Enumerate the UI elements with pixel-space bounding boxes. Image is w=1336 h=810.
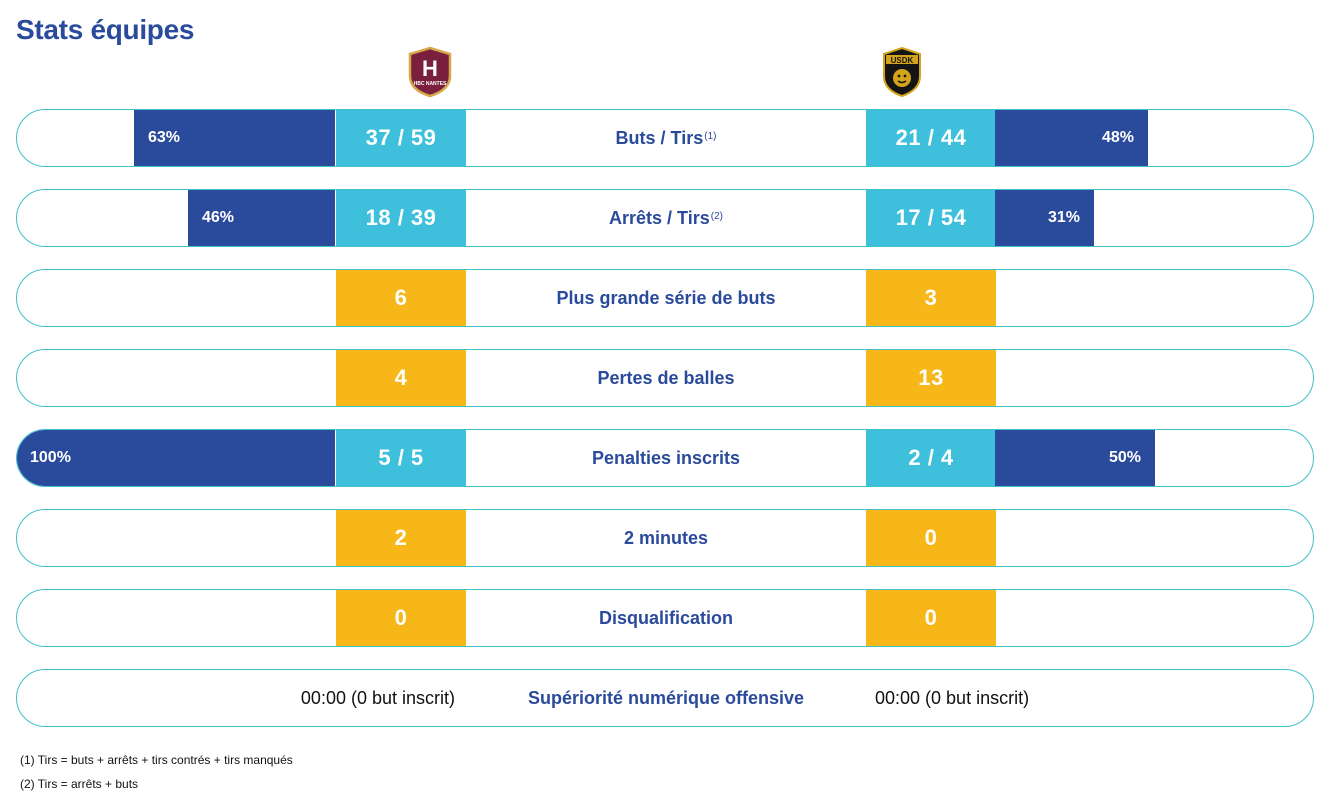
away-pct-label: 48% bbox=[1101, 129, 1134, 146]
home-value: 37 / 59 bbox=[336, 110, 466, 166]
svg-text:H: H bbox=[422, 56, 438, 81]
away-value: 2 / 4 bbox=[866, 430, 996, 486]
stat-row-superiorite: 00:00 (0 but inscrit) Supériorité numéri… bbox=[16, 669, 1314, 727]
stat-row-serie-buts: 6 Plus grande série de buts 3 bbox=[16, 269, 1314, 327]
home-pct-label: 100% bbox=[30, 449, 71, 466]
home-value: 2 bbox=[336, 510, 466, 566]
away-value: 0 bbox=[866, 590, 996, 646]
page-title: Stats équipes bbox=[16, 14, 195, 45]
stat-label: Penalties inscrits bbox=[591, 447, 741, 468]
home-value: 6 bbox=[336, 270, 466, 326]
stat-label: Arrêts / Tirs (2) bbox=[609, 207, 723, 228]
away-value: 13 bbox=[866, 350, 996, 406]
home-pct-bar: 63% bbox=[134, 110, 335, 166]
stat-label: Disqualification bbox=[598, 607, 733, 628]
svg-text:HBC NANTES: HBC NANTES bbox=[414, 81, 447, 87]
home-value: 4 bbox=[336, 350, 466, 406]
stat-label: Buts / Tirs (1) bbox=[615, 127, 717, 148]
home-value: 18 / 39 bbox=[336, 190, 466, 246]
stat-row-arrets-tirs: 46% 18 / 39 Arrêts / Tirs (2) 17 / 54 31% bbox=[16, 189, 1314, 247]
usdk-logo: USDK bbox=[883, 46, 921, 98]
hbc-nantes-logo: H HBC NANTES bbox=[408, 46, 452, 98]
away-value: 17 / 54 bbox=[866, 190, 996, 246]
home-pct-bar: 100% bbox=[17, 430, 335, 486]
stat-label: 2 minutes bbox=[623, 527, 709, 548]
stat-label: Pertes de balles bbox=[597, 367, 735, 388]
away-value: 00:00 (0 but inscrit) bbox=[875, 687, 1030, 708]
away-pct-bar: 48% bbox=[995, 110, 1148, 166]
home-value: 5 / 5 bbox=[336, 430, 466, 486]
away-pct-label: 31% bbox=[1047, 209, 1080, 226]
footnote-2: (2) Tirs = arrêts + buts bbox=[20, 777, 139, 791]
home-value: 00:00 (0 but inscrit) bbox=[300, 687, 455, 708]
away-pct-bar: 50% bbox=[995, 430, 1155, 486]
stat-row-buts-tirs: 63% 37 / 59 Buts / Tirs (1) 21 / 44 48% bbox=[16, 109, 1314, 167]
stat-row-disqualification: 0 Disqualification 0 bbox=[16, 589, 1314, 647]
stat-label: Supériorité numérique offensive bbox=[527, 687, 805, 708]
stat-label: Plus grande série de buts bbox=[556, 287, 776, 308]
away-pct-bar: 31% bbox=[995, 190, 1094, 246]
home-pct-bar: 46% bbox=[188, 190, 335, 246]
home-pct-label: 63% bbox=[148, 129, 181, 146]
stat-row-2-minutes: 2 2 minutes 0 bbox=[16, 509, 1314, 567]
svg-text:USDK: USDK bbox=[891, 56, 914, 65]
away-value: 0 bbox=[866, 510, 996, 566]
away-pct-label: 50% bbox=[1108, 449, 1141, 466]
away-value: 21 / 44 bbox=[866, 110, 996, 166]
stat-row-penalties: 100% 5 / 5 Penalties inscrits 2 / 4 50% bbox=[16, 429, 1314, 487]
away-value: 3 bbox=[866, 270, 996, 326]
home-value: 0 bbox=[336, 590, 466, 646]
footnote-1: (1) Tirs = buts + arrêts + tirs contrés … bbox=[20, 753, 293, 767]
home-pct-label: 46% bbox=[202, 209, 235, 226]
stat-row-pertes-balles: 4 Pertes de balles 13 bbox=[16, 349, 1314, 407]
